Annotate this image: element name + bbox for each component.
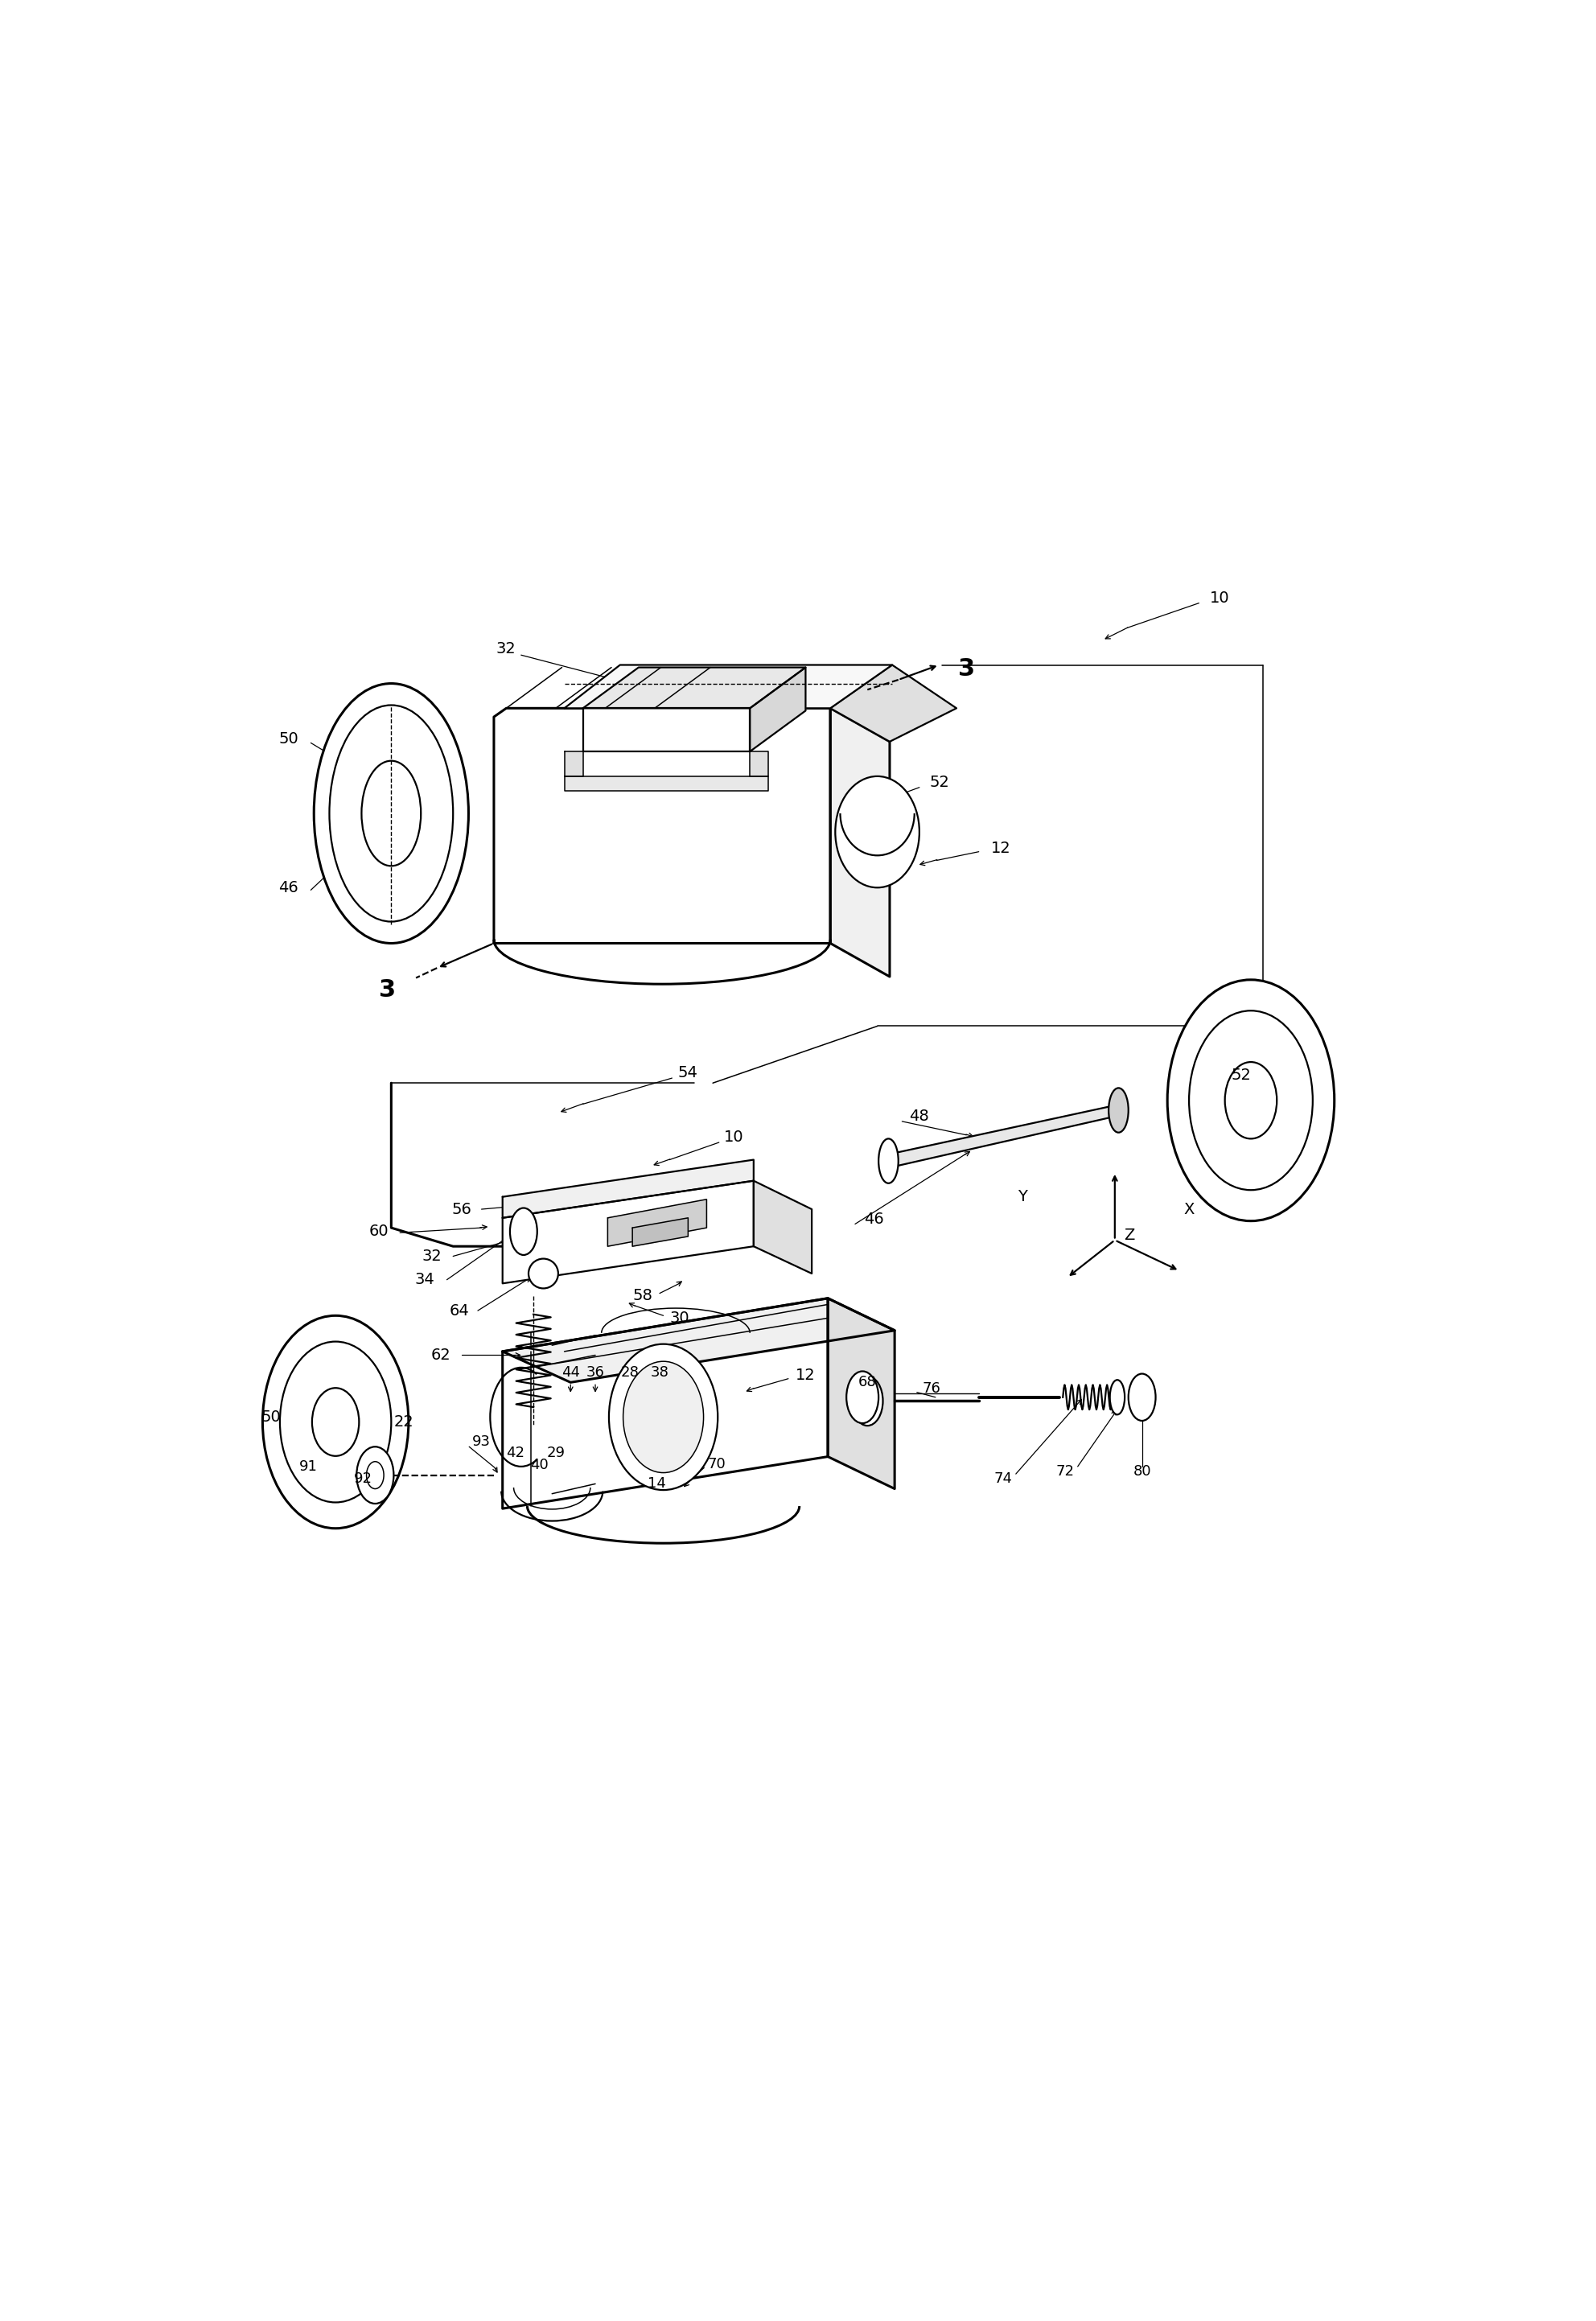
Text: 42: 42 xyxy=(506,1446,523,1460)
Text: 58: 58 xyxy=(632,1288,653,1304)
Text: 10: 10 xyxy=(725,1130,744,1144)
Text: 3: 3 xyxy=(378,979,396,1003)
Text: 48: 48 xyxy=(910,1109,929,1123)
Text: 3: 3 xyxy=(958,657,975,680)
Polygon shape xyxy=(608,1200,707,1246)
Polygon shape xyxy=(886,1105,1120,1167)
Text: 68: 68 xyxy=(859,1374,876,1390)
Ellipse shape xyxy=(1109,1381,1125,1413)
Text: 64: 64 xyxy=(450,1302,469,1318)
Text: 76: 76 xyxy=(922,1381,942,1395)
Text: 12: 12 xyxy=(991,840,1010,856)
Polygon shape xyxy=(565,664,892,708)
Ellipse shape xyxy=(1224,1063,1277,1140)
Polygon shape xyxy=(750,752,769,775)
Text: 22: 22 xyxy=(394,1413,413,1430)
Text: Z: Z xyxy=(1124,1228,1135,1242)
Ellipse shape xyxy=(610,1344,718,1490)
Text: 14: 14 xyxy=(648,1476,667,1490)
Ellipse shape xyxy=(314,682,469,942)
Ellipse shape xyxy=(1128,1374,1156,1420)
Ellipse shape xyxy=(852,1376,883,1425)
Text: 52: 52 xyxy=(1231,1068,1251,1084)
Text: Y: Y xyxy=(1017,1188,1026,1205)
Ellipse shape xyxy=(329,706,453,921)
Polygon shape xyxy=(503,1181,753,1284)
Ellipse shape xyxy=(367,1462,383,1488)
Text: 91: 91 xyxy=(298,1460,318,1474)
Text: 56: 56 xyxy=(452,1202,472,1216)
Text: 70: 70 xyxy=(707,1458,726,1472)
Ellipse shape xyxy=(1189,1010,1312,1191)
Text: 36: 36 xyxy=(586,1365,605,1379)
Text: 28: 28 xyxy=(621,1365,638,1379)
Polygon shape xyxy=(753,1181,812,1274)
Ellipse shape xyxy=(835,775,919,887)
Ellipse shape xyxy=(1167,979,1334,1221)
Ellipse shape xyxy=(279,1342,391,1502)
Text: 60: 60 xyxy=(369,1223,389,1239)
Ellipse shape xyxy=(622,1362,704,1474)
Ellipse shape xyxy=(511,1207,538,1256)
Text: 50: 50 xyxy=(262,1409,281,1425)
Ellipse shape xyxy=(362,761,421,866)
Text: 34: 34 xyxy=(415,1272,434,1288)
Polygon shape xyxy=(565,775,769,791)
Text: 93: 93 xyxy=(472,1434,490,1448)
Text: 74: 74 xyxy=(994,1472,1013,1485)
Circle shape xyxy=(528,1258,559,1288)
Ellipse shape xyxy=(846,1372,878,1423)
Text: 62: 62 xyxy=(431,1349,450,1362)
Text: 40: 40 xyxy=(530,1458,549,1472)
Ellipse shape xyxy=(356,1446,394,1504)
Text: 72: 72 xyxy=(1057,1465,1074,1478)
Ellipse shape xyxy=(263,1316,409,1527)
Text: 50: 50 xyxy=(279,731,298,747)
Text: 80: 80 xyxy=(1133,1465,1151,1478)
Text: 46: 46 xyxy=(279,880,298,896)
Polygon shape xyxy=(565,752,583,775)
Polygon shape xyxy=(830,708,889,977)
Polygon shape xyxy=(632,1219,688,1246)
Text: 46: 46 xyxy=(863,1212,884,1228)
Ellipse shape xyxy=(313,1388,359,1455)
Ellipse shape xyxy=(1109,1089,1128,1133)
Text: 52: 52 xyxy=(929,775,950,789)
Text: 29: 29 xyxy=(546,1446,565,1460)
Text: 44: 44 xyxy=(562,1365,579,1379)
Text: 12: 12 xyxy=(796,1367,816,1383)
Polygon shape xyxy=(503,1297,895,1383)
Polygon shape xyxy=(583,668,806,708)
Polygon shape xyxy=(493,708,830,942)
Text: X: X xyxy=(1184,1202,1194,1216)
Text: 30: 30 xyxy=(669,1311,689,1325)
Text: 38: 38 xyxy=(651,1365,669,1379)
Polygon shape xyxy=(503,1160,753,1219)
Polygon shape xyxy=(750,668,806,752)
Polygon shape xyxy=(503,1297,828,1509)
Text: 32: 32 xyxy=(496,641,516,657)
Text: 10: 10 xyxy=(1210,590,1231,606)
Ellipse shape xyxy=(878,1140,899,1184)
Text: 92: 92 xyxy=(354,1472,372,1485)
Polygon shape xyxy=(828,1297,895,1488)
Polygon shape xyxy=(583,708,750,752)
Polygon shape xyxy=(830,664,956,743)
Text: 32: 32 xyxy=(421,1249,442,1265)
Text: 54: 54 xyxy=(678,1065,697,1082)
